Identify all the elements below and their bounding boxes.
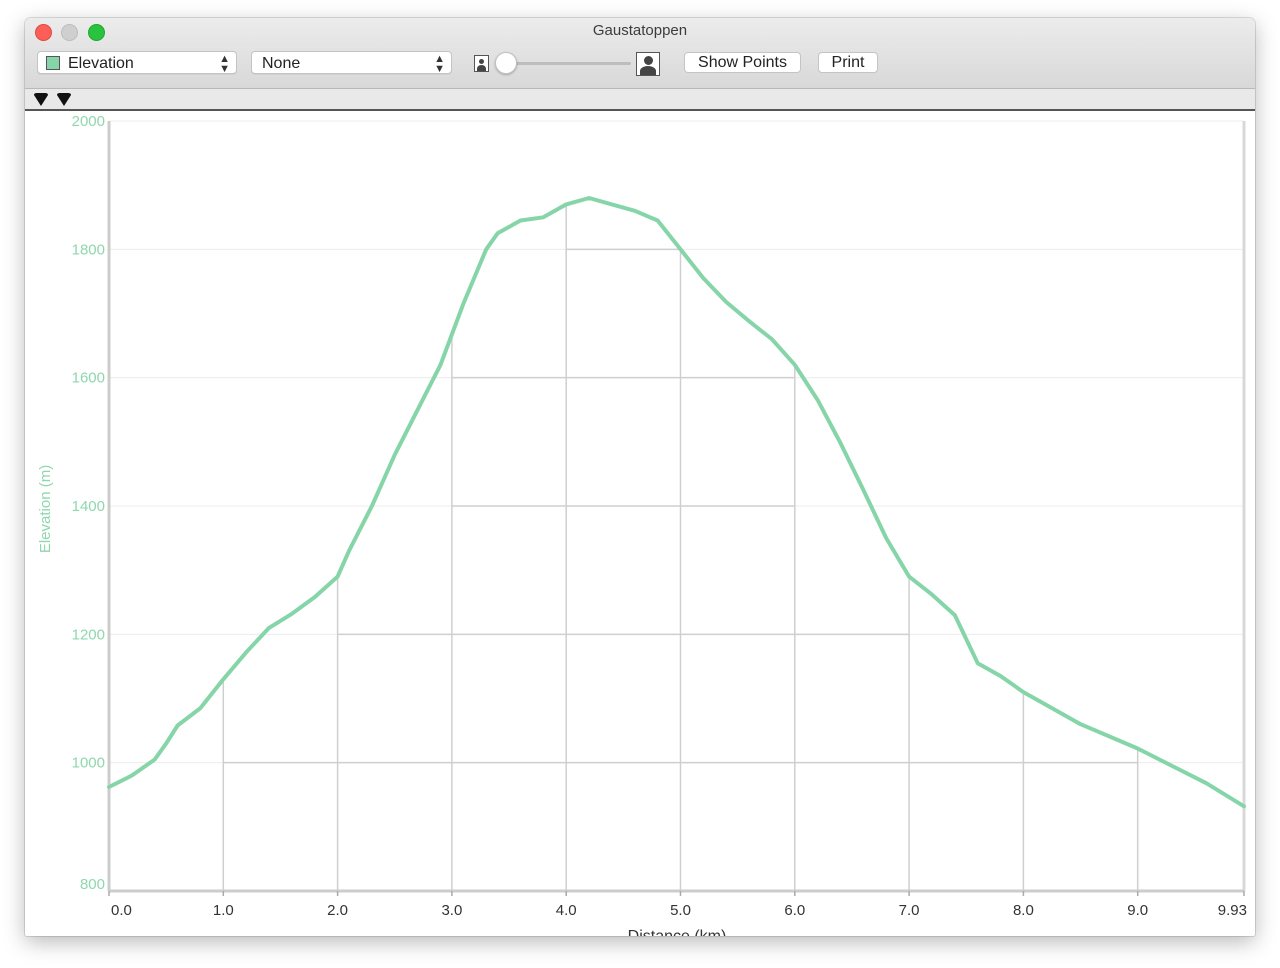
x-tick-label: 2.0 — [327, 902, 348, 919]
marker-bar — [25, 89, 1255, 111]
x-tick-label: 5.0 — [670, 902, 691, 919]
zoom-in-person-icon — [636, 52, 660, 76]
zoom-slider-knob[interactable] — [495, 52, 517, 74]
titlebar: Gaustatoppen Elevation ▲ ▼ None ▲ ▼ Show P… — [25, 18, 1255, 89]
line-layer — [107, 196, 1246, 809]
y-tick-label: 1000 — [72, 755, 105, 772]
x-axis-label: Distance (km) — [628, 928, 727, 936]
x-tick-label: 0.0 — [111, 902, 132, 919]
axes-layer — [107, 121, 1246, 893]
x-tick-label: 9.0 — [1127, 902, 1148, 919]
x-tick-label: 7.0 — [899, 902, 920, 919]
ticks-layer: 0.0 1.0 2.0 3.0 4.0 5.0 6.0 7.0 8.0 9.0 9.93 800 100… — [72, 113, 1247, 919]
show-points-button[interactable]: Show Points — [684, 52, 801, 73]
y-tick-label: 1800 — [72, 241, 105, 258]
zoom-out-person-icon — [474, 55, 489, 72]
elevation-series-line — [107, 196, 1246, 809]
x-tick-label: 1.0 — [213, 902, 234, 919]
range-end-marker-icon[interactable] — [56, 93, 72, 107]
y-axis-label: Elevation (m) — [37, 465, 54, 553]
y-tick-label: 1600 — [72, 370, 105, 387]
x-tick-label: 4.0 — [556, 902, 577, 919]
data-type-select-value: Elevation — [68, 55, 134, 72]
x-tick-label: 6.0 — [784, 902, 805, 919]
overlay-select[interactable]: None ▲ ▼ — [251, 51, 452, 75]
zoom-window-button[interactable] — [88, 24, 105, 41]
updown-chevron-icon: ▲ ▼ — [219, 53, 230, 75]
y-tick-label: 2000 — [72, 113, 105, 130]
elevation-color-swatch — [46, 56, 60, 70]
updown-chevron-icon: ▲ ▼ — [434, 53, 445, 75]
zoom-slider-track[interactable] — [507, 62, 631, 65]
grid-layer — [109, 120, 1244, 892]
y-tick-label: 1400 — [72, 498, 105, 515]
minimize-window-button[interactable] — [61, 24, 78, 41]
elevation-chart: 0.0 1.0 2.0 3.0 4.0 5.0 6.0 7.0 8.0 9.0 9.93 800 100… — [37, 113, 1247, 936]
data-type-select[interactable]: Elevation ▲ ▼ — [37, 51, 237, 75]
y-tick-label: 800 — [80, 876, 105, 893]
print-button[interactable]: Print — [818, 52, 878, 73]
overlay-select-value: None — [262, 55, 301, 72]
x-tick-label: 3.0 — [441, 902, 462, 919]
range-start-marker-icon[interactable] — [33, 93, 49, 107]
close-window-button[interactable] — [35, 24, 52, 41]
y-tick-label: 1200 — [72, 626, 105, 643]
app-window: Gaustatoppen Elevation ▲ ▼ None ▲ ▼ Show P… — [25, 18, 1255, 936]
x-tick-label: 9.93 — [1218, 902, 1247, 919]
window-title: Gaustatoppen — [592, 22, 688, 39]
x-tick-label: 8.0 — [1013, 902, 1034, 919]
